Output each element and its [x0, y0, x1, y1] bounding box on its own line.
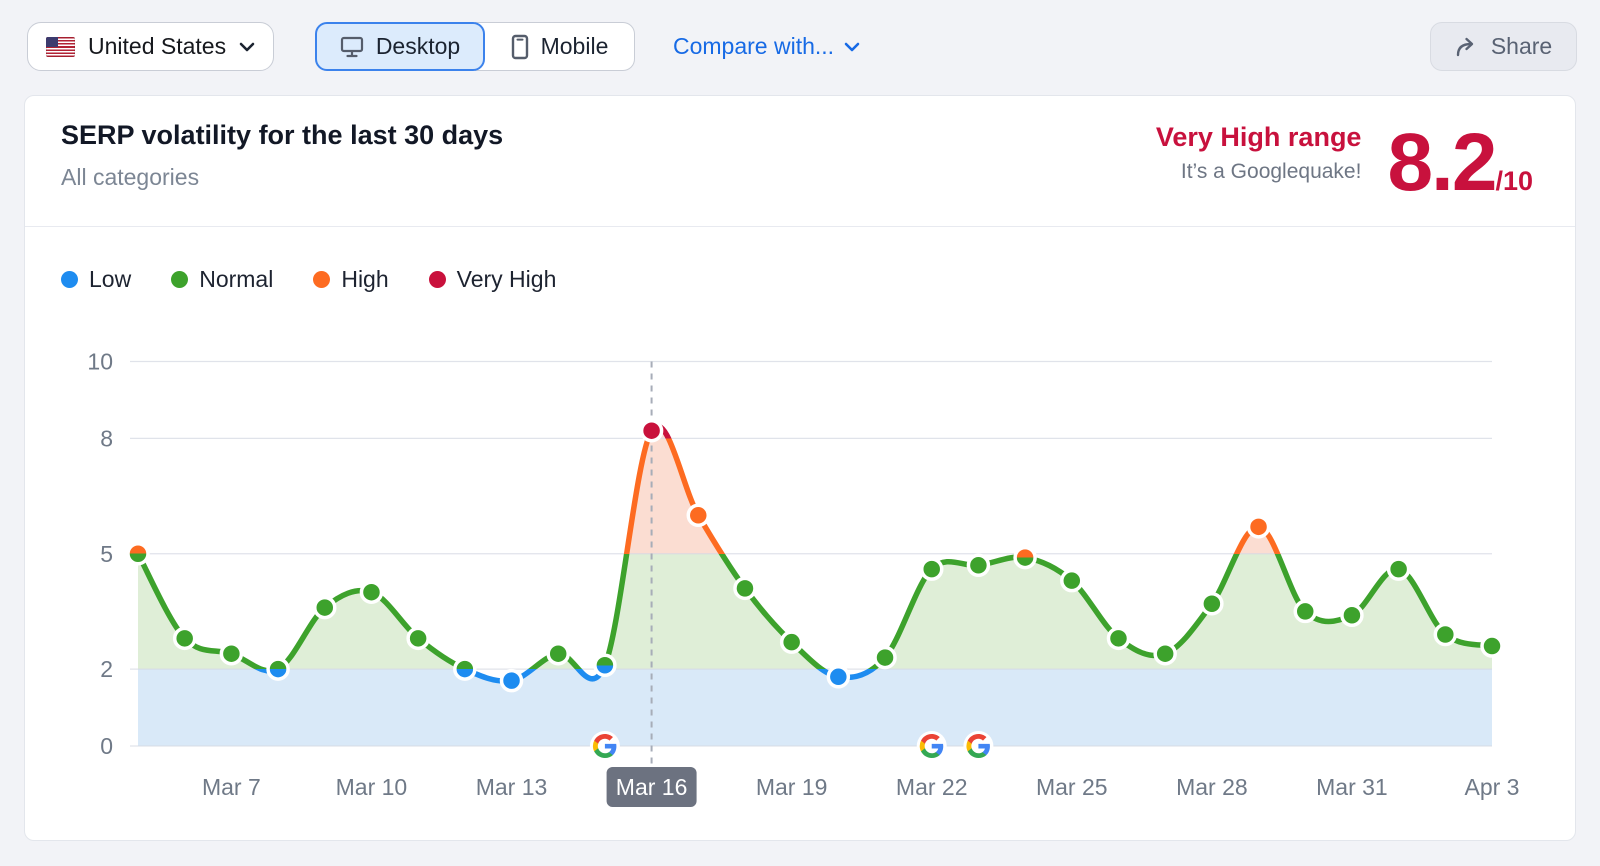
page-title: SERP volatility for the last 30 days: [61, 120, 504, 150]
country-selector[interactable]: United States: [27, 22, 275, 71]
data-point[interactable]: [1246, 515, 1271, 539]
range-sublabel: It’s a Googlequake!: [1180, 160, 1362, 184]
data-point[interactable]: [499, 668, 524, 693]
mobile-toggle-label: Mobile: [540, 33, 609, 59]
legend-item-high[interactable]: High: [313, 266, 389, 293]
mobile-toggle-button[interactable]: Mobile: [475, 22, 635, 71]
legend-dot-icon: [61, 271, 78, 288]
legend-item-normal[interactable]: Normal: [171, 266, 273, 293]
x-axis-label: Mar 7: [202, 774, 261, 800]
data-point[interactable]: [919, 557, 944, 581]
data-point[interactable]: [686, 503, 711, 528]
desktop-toggle-button[interactable]: Desktop: [315, 22, 485, 71]
legend-item-low[interactable]: Low: [61, 266, 131, 293]
google-update-icon[interactable]: [963, 731, 994, 761]
data-point[interactable]: [126, 542, 150, 566]
x-axis-label: Mar 19: [756, 774, 828, 800]
x-axis-label: Mar 22: [896, 774, 968, 800]
desktop-icon: [340, 36, 363, 57]
x-axis-label: Mar 13: [476, 774, 548, 800]
data-point[interactable]: [873, 645, 897, 670]
compare-with-link[interactable]: Compare with...: [673, 22, 860, 71]
x-axis-label: Mar 31: [1316, 774, 1388, 800]
legend-label: High: [341, 266, 389, 292]
chart-area-fill: [138, 426, 1492, 746]
data-point[interactable]: [219, 641, 244, 666]
chevron-down-icon: [239, 42, 255, 51]
y-axis-label: 10: [87, 349, 113, 375]
data-point[interactable]: [1060, 568, 1084, 593]
y-axis-label: 5: [100, 541, 113, 567]
data-point[interactable]: [266, 657, 290, 681]
x-axis-label: Mar 10: [336, 774, 408, 800]
legend-item-very-high[interactable]: Very High: [428, 266, 557, 293]
data-point[interactable]: [1153, 641, 1177, 666]
data-point[interactable]: [733, 576, 757, 601]
data-point[interactable]: [966, 553, 991, 578]
volatility-chart: 10 8 5 2 0 Mar 7 Mar 10 Mar 13 Mar 16 Mar 19 Mar 2…: [87, 349, 1520, 807]
data-point[interactable]: [359, 580, 384, 604]
y-axis-label: 0: [100, 733, 113, 759]
share-arrow-icon: [1456, 37, 1474, 56]
data-point[interactable]: [1386, 557, 1411, 581]
chevron-down-icon: [844, 42, 860, 51]
header-divider: [25, 226, 1575, 227]
compare-with-label: Compare with...: [673, 33, 835, 59]
data-point[interactable]: [1106, 626, 1131, 651]
volatility-score-max: /10: [1495, 166, 1533, 196]
legend-dot-icon: [171, 271, 189, 288]
google-update-icon[interactable]: [916, 731, 947, 761]
data-point[interactable]: [1200, 591, 1224, 616]
device-toggle: Desktop Mobile: [315, 22, 635, 71]
data-point[interactable]: [1340, 603, 1364, 628]
chart-legend: Low Normal High Very High: [61, 266, 556, 293]
legend-label: Normal: [199, 266, 274, 292]
us-flag-icon: [46, 36, 75, 57]
category-subtitle: All categories: [61, 164, 200, 190]
selected-date-badge: Mar 16: [606, 767, 697, 807]
country-selector-label: United States: [88, 33, 227, 59]
legend-dot-icon: [428, 271, 446, 288]
data-point[interactable]: [453, 657, 477, 681]
data-point[interactable]: [639, 418, 664, 443]
google-update-icon[interactable]: [589, 731, 620, 761]
volatility-score-block: Very High range It’s a Googlequake! 8.2 …: [1156, 122, 1533, 204]
y-axis-label: 2: [100, 656, 113, 682]
svg-text:Mar 16: Mar 16: [616, 774, 688, 800]
x-axis-label: Mar 28: [1176, 774, 1248, 800]
x-axis-label: Apr 3: [1465, 774, 1520, 800]
legend-label: Very High: [456, 266, 557, 292]
serp-volatility-card: SERP volatility for the last 30 days All…: [24, 95, 1576, 841]
data-point[interactable]: [593, 653, 617, 678]
data-point[interactable]: [826, 665, 851, 689]
mobile-icon: [511, 34, 528, 59]
data-point[interactable]: [313, 595, 337, 620]
data-point[interactable]: [172, 626, 197, 651]
data-point[interactable]: [779, 630, 804, 654]
y-axis-label: 8: [100, 425, 113, 451]
range-label: Very High range: [1155, 122, 1362, 152]
data-point[interactable]: [1013, 545, 1037, 570]
data-point[interactable]: [406, 626, 430, 651]
x-axis-label: Mar 25: [1036, 774, 1108, 800]
share-button[interactable]: Share: [1430, 22, 1577, 71]
data-point[interactable]: [1293, 599, 1317, 624]
data-point[interactable]: [1480, 634, 1504, 658]
volatility-score: 8.2: [1387, 117, 1497, 208]
data-point[interactable]: [1433, 622, 1458, 647]
legend-label: Low: [89, 266, 132, 292]
desktop-toggle-label: Desktop: [375, 33, 461, 59]
legend-dot-icon: [313, 271, 331, 288]
data-point[interactable]: [546, 641, 570, 666]
share-button-label: Share: [1490, 33, 1553, 59]
